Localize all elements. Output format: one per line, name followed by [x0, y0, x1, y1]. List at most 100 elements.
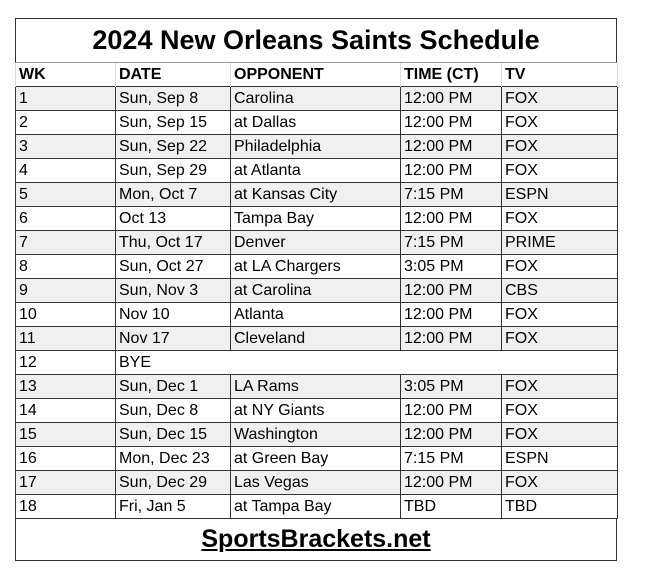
cell-time: 12:00 PM — [400, 278, 502, 303]
cell-week: 18 — [15, 494, 116, 519]
cell-opponent: Denver — [230, 230, 401, 255]
footer-link[interactable]: SportsBrackets.net — [15, 519, 617, 561]
cell-week: 1 — [15, 86, 116, 111]
table-row: 15 Sun, Dec 15 Washington 12:00 PM FOX — [15, 422, 618, 447]
cell-date: Mon, Dec 23 — [115, 446, 231, 471]
table-row: 18 Fri, Jan 5 at Tampa Bay TBD TBD — [15, 494, 618, 519]
cell-tv: FOX — [501, 302, 618, 327]
cell-time: 3:05 PM — [400, 374, 502, 399]
cell-tv: CBS — [501, 278, 618, 303]
table-row: 12 BYE — [15, 350, 618, 375]
cell-time: 12:00 PM — [400, 86, 502, 111]
schedule-table: WK DATE OPPONENT TIME (CT) TV 1 Sun, Sep 8 Car… — [15, 63, 618, 519]
table-row: 8 Sun, Oct 27 at LA Chargers 3:05 PM FOX — [15, 254, 618, 279]
cell-time: TBD — [400, 494, 502, 519]
cell-week: 17 — [15, 470, 116, 495]
column-header-tv: TV — [501, 63, 618, 87]
cell-time: 7:15 PM — [400, 230, 502, 255]
cell-date: Sun, Dec 8 — [115, 398, 231, 423]
page-title: 2024 New Orleans Saints Schedule — [15, 18, 617, 63]
column-header-opponent: OPPONENT — [230, 63, 401, 87]
cell-week: 11 — [15, 326, 116, 351]
cell-week: 3 — [15, 134, 116, 159]
column-header-date: DATE — [115, 63, 231, 87]
cell-date: Oct 13 — [115, 206, 231, 231]
cell-opponent: at LA Chargers — [230, 254, 401, 279]
cell-tv: FOX — [501, 254, 618, 279]
cell-opponent: at NY Giants — [230, 398, 401, 423]
cell-time: 7:15 PM — [400, 182, 502, 207]
cell-week: 8 — [15, 254, 116, 279]
cell-time: 12:00 PM — [400, 110, 502, 135]
table-row: 10 Nov 10 Atlanta 12:00 PM FOX — [15, 302, 618, 327]
cell-tv: ESPN — [501, 446, 618, 471]
cell-tv: FOX — [501, 134, 618, 159]
cell-opponent: LA Rams — [230, 374, 401, 399]
cell-week: 7 — [15, 230, 116, 255]
table-row: 4 Sun, Sep 29 at Atlanta 12:00 PM FOX — [15, 158, 618, 183]
cell-opponent: at Tampa Bay — [230, 494, 401, 519]
cell-opponent: at Carolina — [230, 278, 401, 303]
cell-tv: PRIME — [501, 230, 618, 255]
cell-opponent: Cleveland — [230, 326, 401, 351]
cell-week: 12 — [15, 350, 116, 375]
header-row: WK DATE OPPONENT TIME (CT) TV — [15, 63, 618, 87]
table-row: 3 Sun, Sep 22 Philadelphia 12:00 PM FOX — [15, 134, 618, 159]
cell-date: Thu, Oct 17 — [115, 230, 231, 255]
table-row: 2 Sun, Sep 15 at Dallas 12:00 PM FOX — [15, 110, 618, 135]
cell-opponent: Atlanta — [230, 302, 401, 327]
cell-tv: FOX — [501, 158, 618, 183]
cell-date: Mon, Oct 7 — [115, 182, 231, 207]
table-row: 14 Sun, Dec 8 at NY Giants 12:00 PM FOX — [15, 398, 618, 423]
cell-week: 14 — [15, 398, 116, 423]
cell-opponent: at Green Bay — [230, 446, 401, 471]
table-row: 1 Sun, Sep 8 Carolina 12:00 PM FOX — [15, 86, 618, 111]
cell-opponent: Washington — [230, 422, 401, 447]
cell-tv: FOX — [501, 374, 618, 399]
cell-date: Nov 17 — [115, 326, 231, 351]
cell-tv: FOX — [501, 86, 618, 111]
cell-tv: ESPN — [501, 182, 618, 207]
cell-opponent: at Kansas City — [230, 182, 401, 207]
column-header-time: TIME (CT) — [400, 63, 502, 87]
cell-date: Sun, Sep 15 — [115, 110, 231, 135]
cell-tv: FOX — [501, 206, 618, 231]
cell-time: 7:15 PM — [400, 446, 502, 471]
table-row: 5 Mon, Oct 7 at Kansas City 7:15 PM ESPN — [15, 182, 618, 207]
cell-time: 12:00 PM — [400, 302, 502, 327]
cell-date: Sun, Dec 15 — [115, 422, 231, 447]
cell-time: 3:05 PM — [400, 254, 502, 279]
cell-date: Sun, Dec 29 — [115, 470, 231, 495]
cell-week: 15 — [15, 422, 116, 447]
cell-time: 12:00 PM — [400, 134, 502, 159]
cell-opponent: Las Vegas — [230, 470, 401, 495]
cell-week: 10 — [15, 302, 116, 327]
cell-time: 12:00 PM — [400, 206, 502, 231]
cell-date: Sun, Sep 22 — [115, 134, 231, 159]
table-row: 16 Mon, Dec 23 at Green Bay 7:15 PM ESPN — [15, 446, 618, 471]
cell-tv: FOX — [501, 398, 618, 423]
cell-opponent: Tampa Bay — [230, 206, 401, 231]
cell-tv: FOX — [501, 326, 618, 351]
cell-date: Sun, Oct 27 — [115, 254, 231, 279]
table-row: 17 Sun, Dec 29 Las Vegas 12:00 PM FOX — [15, 470, 618, 495]
cell-time: 12:00 PM — [400, 422, 502, 447]
cell-opponent: at Atlanta — [230, 158, 401, 183]
cell-date: Sun, Nov 3 — [115, 278, 231, 303]
table-row: 9 Sun, Nov 3 at Carolina 12:00 PM CBS — [15, 278, 618, 303]
cell-tv: FOX — [501, 422, 618, 447]
cell-opponent: Carolina — [230, 86, 401, 111]
cell-tv: TBD — [501, 494, 618, 519]
cell-time: 12:00 PM — [400, 326, 502, 351]
cell-time: 12:00 PM — [400, 470, 502, 495]
cell-time: 12:00 PM — [400, 398, 502, 423]
cell-date: Fri, Jan 5 — [115, 494, 231, 519]
cell-week: 16 — [15, 446, 116, 471]
cell-opponent: Philadelphia — [230, 134, 401, 159]
cell-tv: FOX — [501, 110, 618, 135]
cell-date: Nov 10 — [115, 302, 231, 327]
cell-week: 2 — [15, 110, 116, 135]
cell-week: 4 — [15, 158, 116, 183]
cell-time: 12:00 PM — [400, 158, 502, 183]
table-row: 7 Thu, Oct 17 Denver 7:15 PM PRIME — [15, 230, 618, 255]
